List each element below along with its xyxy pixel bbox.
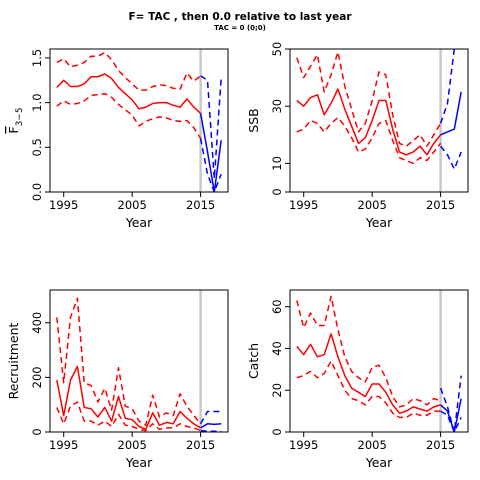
recruitment-x-axis-label: Year	[125, 455, 153, 470]
catch-historic-bound-line	[296, 295, 441, 408]
y-tick-label: 1.0	[30, 93, 44, 111]
recruitment-historic-bound-line	[56, 401, 201, 432]
y-tick-label: 60	[270, 299, 284, 314]
fbar-y-axis-label: F3−5	[6, 107, 25, 133]
x-tick-label: 1995	[289, 198, 318, 212]
y-tick-label: 1.5	[30, 49, 44, 67]
recruitment-y-axis-label: Recruitment	[6, 323, 21, 400]
catch-forecast-bound-line	[440, 410, 462, 432]
fbar-historic-bound-line	[56, 92, 202, 139]
fbar-forecast-estimate-line	[199, 113, 222, 192]
x-tick-label: 2005	[358, 198, 387, 212]
x-tick-label: 1995	[49, 438, 78, 452]
fbar-plot-frame	[49, 48, 229, 193]
fbar-historic-bound-line	[56, 51, 202, 91]
x-tick-label: 2015	[426, 438, 455, 452]
x-tick-label: 2015	[186, 438, 215, 452]
y-tick-label: 0.0	[30, 183, 44, 201]
catch-historic-bound-line	[296, 360, 441, 419]
y-tick-label: 10	[270, 156, 284, 171]
x-tick-label: 2015	[426, 198, 455, 212]
y-tick-label: 0.5	[30, 138, 44, 156]
y-tick-label: 0	[270, 428, 284, 435]
y-tick-label: 400	[30, 312, 44, 334]
y-tick-label: 40	[270, 341, 284, 356]
x-tick-label: 2005	[118, 438, 147, 452]
ssb-historic-bound-line	[296, 51, 442, 147]
recruitment-forecast-bound-line	[199, 410, 222, 425]
figure-title: F= TAC , then 0.0 relative to last year	[128, 11, 352, 23]
recruitment-plot-frame	[49, 289, 229, 433]
recruitment-historic-bound-line	[56, 297, 202, 426]
ssb-forecast-bound-line	[439, 49, 456, 124]
ssb-forecast-bound-line	[440, 145, 462, 170]
y-tick-label: 30	[270, 99, 284, 114]
ssb-forecast-estimate-line	[440, 91, 462, 136]
y-tick-label: 50	[270, 42, 284, 57]
fbar-forecast-bound-line	[200, 75, 222, 180]
fbar-historic-estimate-line	[56, 73, 202, 114]
ssb-y-axis-label: SSB	[246, 108, 261, 132]
panel-recruitment: 1995 2005 2015 Year 0 200 400 Recruitment	[6, 289, 229, 470]
x-tick-label: 1995	[289, 438, 318, 452]
panel-ssb: 1995 2005 2015 Year 0 10 30 50 SSB	[246, 42, 469, 230]
fbar-x-axis-label: Year	[125, 215, 153, 230]
fbar-forecast-bound-line	[199, 138, 222, 192]
catch-x-axis-label: Year	[365, 455, 393, 470]
x-tick-label: 1995	[49, 198, 78, 212]
ssb-historic-bound-line	[296, 116, 442, 165]
recruitment-forecast-bound-line	[200, 429, 222, 432]
ssb-historic-estimate-line	[296, 88, 442, 156]
y-tick-label: 20	[270, 383, 284, 398]
ssb-plot-frame	[289, 48, 469, 193]
y-tick-label: 200	[30, 366, 44, 388]
ssb-x-axis-label: Year	[365, 215, 393, 230]
figure-subtitle: TAC = 0 (0;0)	[214, 24, 266, 32]
x-tick-label: 2005	[358, 438, 387, 452]
y-tick-label: 0	[270, 188, 284, 195]
recruitment-forecast-estimate-line	[200, 423, 222, 429]
panel-catch: 1995 2005 2015 Year 0 20 40 60 Catch	[246, 289, 469, 470]
x-tick-label: 2005	[118, 198, 147, 212]
catch-forecast-bound-line	[439, 375, 462, 432]
recruitment-historic-estimate-line	[56, 365, 201, 431]
catch-y-axis-label: Catch	[246, 343, 261, 379]
catch-historic-estimate-line	[296, 333, 441, 414]
catch-plot-frame	[289, 289, 469, 433]
panel-fbar: 1995 2005 2015 Year 0.0 0.5 1.0 1.5 F3−5	[6, 48, 229, 230]
y-tick-label: 0	[30, 428, 44, 435]
x-tick-label: 2015	[186, 198, 215, 212]
